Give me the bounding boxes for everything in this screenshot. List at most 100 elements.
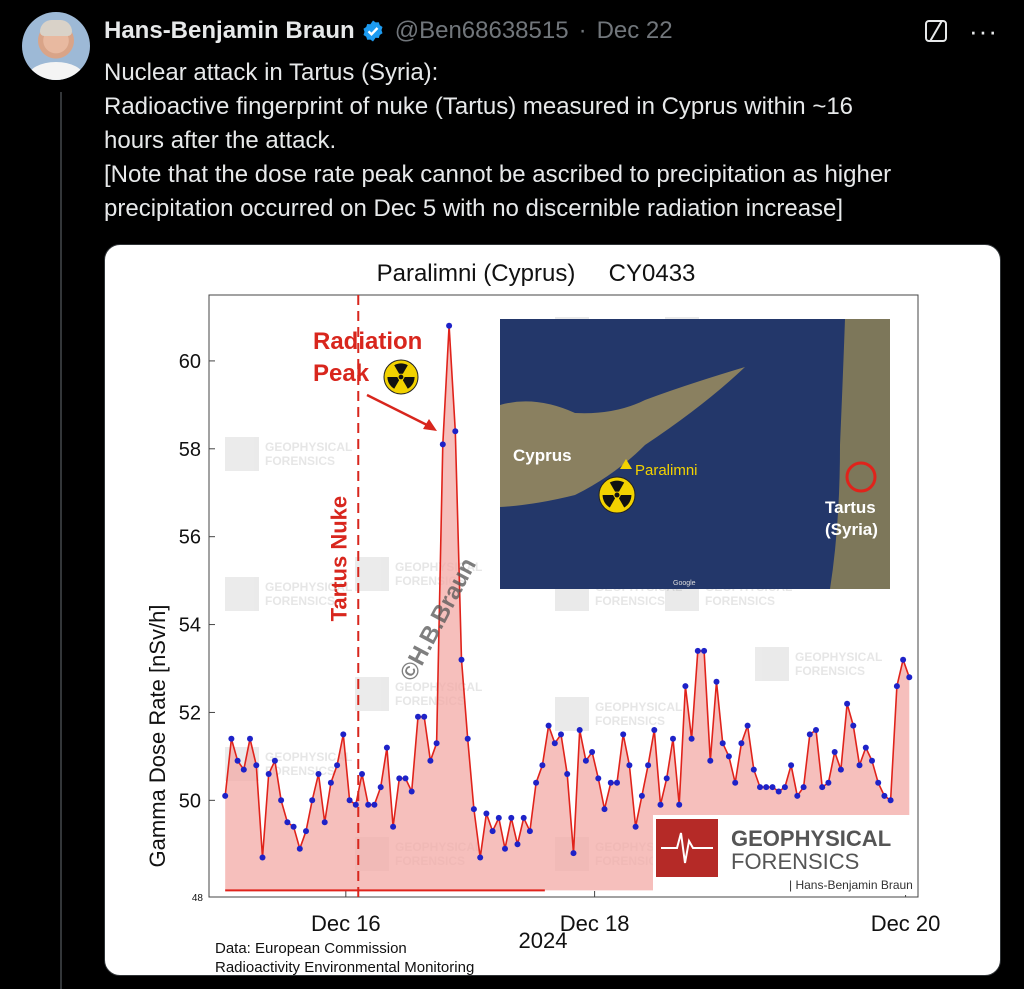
watermark-text: FORENSICS — [595, 594, 665, 608]
data-point — [701, 647, 708, 654]
tweet-line: Nuclear attack in Tartus (Syria): — [104, 59, 439, 86]
watermark-logo — [225, 577, 259, 611]
map-marker-paralimni — [620, 459, 632, 469]
data-point — [489, 828, 496, 835]
data-point — [545, 722, 552, 729]
data-point — [383, 744, 390, 751]
data-point — [446, 322, 453, 329]
data-point — [614, 779, 620, 786]
watermark-text: FORENSICS — [265, 454, 335, 468]
post-date[interactable]: Dec 22 — [596, 17, 673, 44]
data-point — [377, 784, 384, 791]
data-point — [775, 788, 782, 795]
chart-title: Paralimni (Cyprus) CY0433 — [377, 260, 696, 287]
data-point — [819, 784, 826, 791]
y-tick-label: 54 — [179, 615, 201, 637]
data-point — [893, 683, 900, 690]
data-point — [228, 735, 235, 742]
data-point — [576, 727, 583, 733]
data-point — [769, 784, 776, 791]
map-label-cyprus: Cyprus — [513, 446, 572, 465]
data-point — [763, 784, 770, 791]
data-point — [707, 757, 714, 764]
data-point — [844, 700, 851, 707]
data-point — [781, 784, 788, 791]
data-point — [813, 727, 819, 733]
data-point — [601, 806, 608, 813]
peak-arrow — [366, 393, 432, 429]
watermark-logo — [555, 697, 589, 731]
data-point — [290, 823, 297, 830]
author-name[interactable]: Hans-Benjamin Braun — [104, 17, 355, 44]
tweet-line: Radioactive fingerprint of nuke (Tartus)… — [104, 93, 854, 120]
data-point — [470, 806, 477, 813]
brand-name-1: GEOPHYSICAL — [731, 826, 891, 851]
avatar[interactable] — [22, 12, 90, 80]
y-tick-label: 50 — [179, 790, 201, 812]
data-point — [502, 845, 508, 852]
data-point — [837, 766, 844, 773]
data-point — [477, 854, 484, 861]
watermark-text: GEOPHYSICAL — [595, 700, 682, 714]
data-point — [862, 744, 869, 751]
watermark-logo — [355, 677, 389, 711]
watermark-text: GEOPHYSICAL — [265, 440, 352, 454]
brand-byline: | Hans-Benjamin Braun — [789, 878, 913, 892]
media-image[interactable]: Paralimni (Cyprus) CY0433 GEOPHYSICAL FOR… — [104, 244, 1001, 976]
data-point — [806, 731, 813, 738]
data-point — [371, 801, 378, 808]
data-point — [750, 766, 757, 773]
watermark-text: FORENSICS — [705, 594, 775, 608]
map-syria-coast — [830, 319, 890, 589]
watermark-text: GEOPHYSICAL — [795, 650, 882, 664]
data-point — [732, 779, 739, 786]
data-point — [278, 797, 285, 804]
x-tick-label: Dec 20 — [871, 911, 941, 936]
tartus-target-icon — [845, 461, 877, 493]
radiation-core — [398, 374, 404, 380]
data-point — [464, 735, 471, 742]
more-icon[interactable]: ··· — [969, 16, 998, 46]
radiation-blade — [618, 495, 632, 508]
data-point — [825, 779, 832, 786]
tweet-line: [Note that the dose rate peak cannot be … — [104, 161, 892, 188]
data-point — [620, 731, 627, 738]
verified-badge-icon[interactable] — [361, 19, 385, 43]
data-point — [390, 823, 397, 830]
data-point — [906, 674, 913, 681]
data-point — [396, 775, 403, 782]
author-handle[interactable]: @Ben68638515 — [394, 17, 569, 44]
data-point — [887, 797, 894, 804]
map-label-syria: (Syria) — [825, 520, 878, 539]
data-point — [719, 740, 726, 747]
data-point — [334, 762, 341, 769]
data-point — [682, 683, 689, 690]
data-point — [315, 771, 322, 777]
data-point — [900, 656, 907, 663]
data-point — [551, 740, 558, 747]
map-cyprus — [500, 367, 745, 507]
data-point — [670, 735, 676, 742]
data-point — [526, 828, 533, 835]
data-point — [875, 779, 882, 786]
avatar-hair — [40, 20, 72, 36]
tweet-line: hours after the attack. — [104, 127, 337, 154]
data-point — [651, 727, 658, 733]
data-point — [309, 797, 316, 804]
data-point — [582, 757, 589, 764]
data-point — [259, 854, 266, 861]
data-point — [303, 828, 309, 835]
data-point — [869, 757, 875, 764]
watermark-text: GEOPHYSICAL — [395, 560, 482, 574]
data-point — [607, 779, 614, 786]
grok-icon[interactable] — [925, 20, 948, 42]
data-point — [539, 762, 546, 769]
data-point — [757, 784, 763, 791]
watermark-logo — [355, 557, 389, 591]
watermark-text: FORENSICS — [265, 594, 335, 608]
data-point — [296, 845, 303, 852]
data-point — [247, 735, 253, 742]
thread-line — [60, 92, 62, 989]
